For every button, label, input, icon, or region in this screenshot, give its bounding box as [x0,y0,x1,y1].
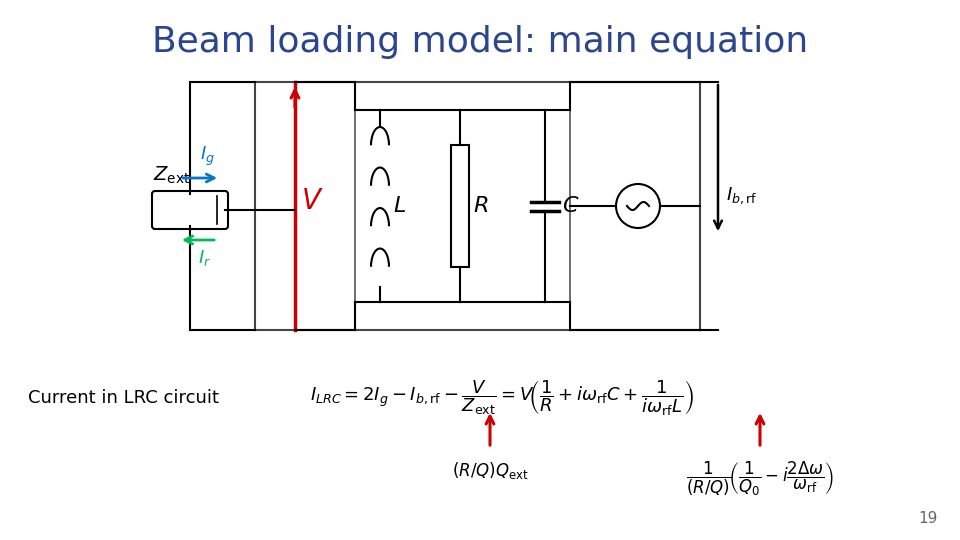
Text: $Z_\mathrm{ext}$: $Z_\mathrm{ext}$ [153,165,190,186]
Text: Beam loading model: main equation: Beam loading model: main equation [152,25,808,59]
Polygon shape [451,145,469,267]
Circle shape [616,184,660,228]
FancyBboxPatch shape [152,191,228,229]
Text: $\mathit{R}$: $\mathit{R}$ [473,196,489,216]
Text: $\mathit{I}_r$: $\mathit{I}_r$ [199,248,211,268]
Text: $\mathit{L}$: $\mathit{L}$ [393,196,406,216]
Text: $\mathit{C}$: $\mathit{C}$ [562,196,580,216]
Text: Current in LRC circuit: Current in LRC circuit [28,389,219,407]
Text: $\mathit{I}_g$: $\mathit{I}_g$ [200,145,214,168]
Text: $\mathit{I}_{b,\mathrm{rf}}$: $\mathit{I}_{b,\mathrm{rf}}$ [726,186,757,206]
Text: $I_{LRC} = 2I_g - I_{b,\mathrm{rf}} - \dfrac{V}{Z_\mathrm{ext}} = V\!\left(\dfra: $I_{LRC} = 2I_g - I_{b,\mathrm{rf}} - \d… [310,378,694,418]
Text: $\dfrac{1}{(R/Q)}\!\left(\dfrac{1}{Q_0} - i\dfrac{2\Delta\omega}{\omega_\mathrm{: $\dfrac{1}{(R/Q)}\!\left(\dfrac{1}{Q_0} … [686,460,834,498]
Text: $(R/Q)Q_\mathrm{ext}$: $(R/Q)Q_\mathrm{ext}$ [451,460,528,481]
Text: 19: 19 [919,511,938,526]
Text: $\mathit{V}$: $\mathit{V}$ [301,187,324,215]
